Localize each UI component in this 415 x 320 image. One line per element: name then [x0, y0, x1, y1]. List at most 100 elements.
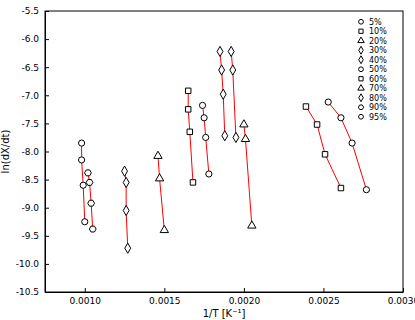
- point: [219, 65, 225, 75]
- tick-mark: [45, 292, 49, 293]
- tick: -10.5: [16, 287, 49, 297]
- point: [222, 131, 228, 141]
- legend-label: 20%: [369, 37, 387, 46]
- legend-symbol: [359, 19, 364, 24]
- tick: -9.5: [21, 231, 49, 241]
- tick-mark: [244, 288, 245, 292]
- point: [89, 226, 96, 232]
- fit-line: [306, 107, 341, 188]
- point: [228, 46, 234, 56]
- tick-label: 0.0020: [229, 296, 261, 306]
- point: [123, 205, 129, 215]
- tick-mark: [403, 288, 404, 292]
- x-axis: 0.0010 0.0015 0.0020 0.0025 0.0030: [46, 288, 415, 306]
- plot-frame: [45, 11, 403, 292]
- tick-mark: [45, 180, 49, 181]
- tick: -5.5: [21, 6, 49, 16]
- tick-mark: [323, 288, 324, 292]
- point: [185, 88, 190, 93]
- legend-label: 90%: [369, 103, 387, 112]
- point: [155, 174, 163, 181]
- tick-mark: [85, 288, 86, 292]
- point: [123, 177, 129, 187]
- tick-label: -10.5: [16, 287, 39, 297]
- tick: 0.0025: [308, 288, 340, 306]
- tick-label: 0.0025: [308, 296, 340, 306]
- point: [230, 65, 236, 75]
- tick: -6.5: [21, 63, 49, 73]
- legend-label: 50%: [369, 65, 387, 74]
- point: [240, 120, 248, 127]
- tick-label: 0.0015: [149, 296, 181, 306]
- tick-label: -6.5: [21, 63, 39, 73]
- legend-symbol: [358, 37, 364, 43]
- point: [233, 132, 239, 142]
- legend-symbol: [359, 46, 364, 54]
- plot-area: 0.0010 0.0015 0.0020 0.0025 0.0030 -5.5 -6.0 -6…: [16, 6, 415, 306]
- legend-symbol: [359, 29, 363, 33]
- point: [185, 107, 190, 112]
- legend-label: 30%: [369, 46, 387, 55]
- point: [363, 187, 369, 193]
- tick-label: -8.5: [21, 175, 39, 185]
- tick-mark: [45, 264, 49, 265]
- marks: [79, 46, 370, 253]
- point: [187, 129, 192, 134]
- tick: -10.0: [16, 259, 49, 269]
- point: [322, 152, 327, 157]
- point: [303, 104, 308, 109]
- legend-symbol: [359, 56, 364, 64]
- tick-mark: [45, 67, 49, 68]
- point: [80, 182, 86, 188]
- chart: 0.0010 0.0015 0.0020 0.0025 0.0030 -5.5 -6.0 -6…: [0, 0, 415, 320]
- tick-label: -5.5: [21, 6, 39, 16]
- tick: -9.0: [21, 203, 49, 213]
- legend-symbol: [359, 114, 364, 119]
- point: [203, 134, 209, 140]
- point: [199, 102, 205, 108]
- legend-label: 95%: [369, 113, 387, 122]
- fit-line: [231, 51, 236, 137]
- legend-symbol: [358, 105, 363, 110]
- point: [217, 46, 223, 56]
- tick-label: -8.0: [21, 147, 39, 157]
- tick-label: -9.5: [21, 231, 39, 241]
- point: [338, 115, 344, 121]
- point: [206, 171, 212, 177]
- y-axis-title: ln(dX/dt): [0, 130, 11, 174]
- point: [201, 115, 207, 121]
- y-axis: -5.5 -6.0 -6.5 -7.0 -7.5 -8.0 -8.5 -9.0 -9.5 -10.…: [16, 6, 49, 297]
- point: [154, 151, 162, 158]
- tick-label: -6.0: [21, 34, 39, 44]
- point: [248, 221, 256, 228]
- fit-line: [328, 102, 366, 190]
- legend-label: 10%: [369, 27, 387, 36]
- point: [190, 180, 195, 185]
- point: [338, 185, 343, 190]
- point: [86, 179, 93, 185]
- legend-label: 40%: [369, 56, 387, 65]
- tick-mark: [45, 123, 49, 124]
- legend-label: 5%: [369, 18, 382, 27]
- point: [220, 89, 226, 99]
- tick-mark: [45, 11, 49, 12]
- tick-mark: [45, 208, 49, 209]
- tick: 0.0020: [229, 288, 261, 306]
- tick: 0.0010: [70, 288, 102, 306]
- point: [349, 140, 355, 146]
- tick: -7.0: [21, 91, 49, 101]
- tick: -8.0: [21, 147, 49, 157]
- tick-mark: [45, 39, 49, 40]
- fit-line: [158, 156, 164, 230]
- point: [325, 99, 331, 105]
- tick-label: 0.0030: [388, 296, 415, 306]
- tick-mark: [45, 95, 49, 96]
- point: [241, 134, 249, 141]
- tick: -7.5: [21, 119, 49, 129]
- legend-label: 60%: [369, 75, 387, 84]
- legend-symbol: [359, 94, 364, 102]
- point: [79, 140, 85, 146]
- tick-label: 0.0010: [70, 296, 102, 306]
- legend-symbol: [359, 67, 364, 72]
- tick-label: -9.0: [21, 203, 39, 213]
